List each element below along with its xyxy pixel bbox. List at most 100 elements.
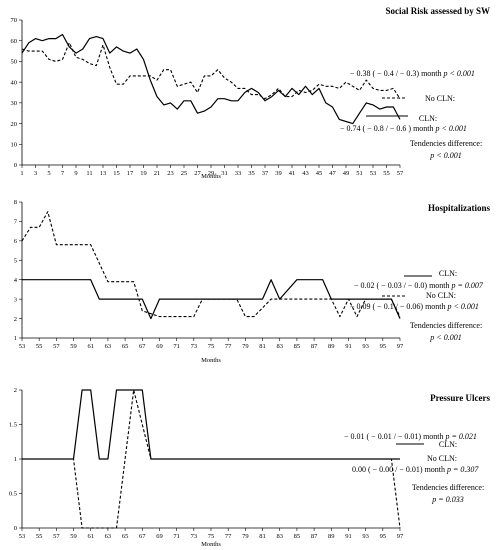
x-tick-label: 43 (302, 170, 309, 177)
x-tick-label: 35 (248, 170, 255, 177)
x-tick-label: 7 (61, 170, 65, 177)
legend-label-no-cln: No CLN: (427, 454, 457, 463)
x-tick-label: 23 (167, 170, 174, 177)
x-tick-label: 17 (127, 170, 134, 177)
y-tick-label: 50 (11, 59, 18, 66)
y-tick-label: 1 (14, 335, 17, 342)
x-tick-label: 55 (383, 170, 390, 177)
x-tick-label: 69 (156, 533, 163, 540)
x-tick-label: 41 (289, 170, 296, 177)
x-tick-label: 93 (362, 343, 369, 350)
x-tick-label: 47 (329, 170, 336, 177)
chart-title: Social Risk assessed by SW (385, 6, 490, 16)
series-line-no-cln (21, 211, 401, 318)
tendencies-label: Tendencies difference: (412, 483, 484, 492)
no-cln-p: p = 0.307 (446, 465, 479, 474)
x-tick-label: 15 (113, 170, 120, 177)
x-tick-label: 57 (53, 533, 60, 540)
no-cln-p: p < 0.001 (447, 302, 479, 311)
x-tick-label: 5 (47, 170, 50, 177)
x-tick-label: 87 (311, 343, 318, 350)
legend-label-no-cln: No CLN: (426, 291, 456, 300)
chart-title: Pressure Ulcers (430, 393, 490, 403)
x-tick-label: 95 (380, 533, 387, 540)
x-tick-label: 59 (70, 533, 77, 540)
y-tick-label: 40 (11, 79, 18, 86)
x-tick-label: 77 (225, 343, 232, 350)
tendencies-label: Tendencies difference: (410, 139, 482, 148)
cln-slope: − 0.74 ( − 0.8 / − 0.6 ) month p < 0.001 (340, 124, 467, 133)
no-cln-slope: − 0.38 ( − 0.4 / − 0.3) month p < 0.001 (350, 69, 475, 78)
x-tick-label: 49 (343, 170, 350, 177)
x-tick-label: 89 (328, 533, 335, 540)
x-tick-label: 19 (140, 170, 147, 177)
x-tick-label: 9 (74, 170, 77, 177)
x-tick-label: 53 (370, 170, 377, 177)
x-tick-label: 29 (208, 170, 215, 177)
series-line-no-cln (21, 42, 401, 100)
x-tick-label: 73 (191, 343, 198, 350)
series-line-cln (22, 279, 401, 320)
x-tick-label: 53 (19, 533, 26, 540)
y-tick-label: 60 (11, 38, 18, 45)
x-tick-label: 57 (53, 343, 60, 350)
y-tick-label: 0 (14, 162, 17, 169)
x-tick-label: 51 (356, 170, 363, 177)
x-tick-label: 67 (139, 533, 146, 540)
x-tick-label: 63 (105, 533, 112, 540)
legend-label-cln: CLN: (439, 440, 457, 449)
x-tick-label: 81 (259, 343, 266, 350)
x-tick-label: 87 (311, 533, 318, 540)
y-tick-label: 8 (14, 199, 17, 206)
x-tick-label: 39 (275, 170, 282, 177)
y-tick-label: 1 (14, 456, 17, 463)
y-tick-label: 0 (14, 525, 17, 532)
x-tick-label: 37 (262, 170, 269, 177)
x-tick-label: 13 (100, 170, 107, 177)
x-tick-label: 69 (156, 343, 163, 350)
x-tick-label: 97 (397, 343, 404, 350)
y-tick-label: 3 (14, 296, 17, 303)
x-tick-label: 85 (294, 343, 301, 350)
cln-p: p = 0.021 (445, 432, 477, 441)
x-tick-label: 55 (36, 343, 43, 350)
tendencies-p: p < 0.001 (429, 333, 461, 342)
x-tick-label: 91 (345, 343, 352, 350)
x-tick-label: 73 (191, 533, 198, 540)
x-tick-label: 65 (122, 343, 129, 350)
series-line-cln (21, 33, 401, 125)
y-tick-label: 10 (11, 141, 18, 148)
x-tick-label: 53 (19, 343, 26, 350)
x-tick-label: 61 (87, 343, 94, 350)
x-axis-label: Months (201, 541, 221, 548)
x-tick-label: 71 (173, 533, 180, 540)
x-tick-label: 57 (397, 170, 404, 177)
x-tick-label: 97 (397, 533, 404, 540)
y-tick-label: 6 (14, 238, 18, 245)
tendencies-p: p = 0.033 (431, 495, 463, 504)
x-tick-label: 83 (276, 343, 283, 350)
x-tick-label: 33 (235, 170, 242, 177)
x-tick-label: 91 (345, 533, 352, 540)
x-tick-label: 63 (105, 343, 112, 350)
x-axis-label: Months (201, 173, 221, 180)
x-tick-label: 21 (154, 170, 161, 177)
x-tick-label: 95 (380, 343, 387, 350)
y-tick-label: 30 (11, 100, 18, 107)
x-tick-label: 67 (139, 343, 146, 350)
x-tick-label: 79 (242, 343, 249, 350)
no-cln-slope: − 0.09 ( − 0.1 / − 0.06) month p < 0.001 (350, 302, 479, 311)
series-line-cln (22, 389, 400, 460)
y-tick-label: 5 (14, 257, 17, 264)
x-tick-label: 45 (316, 170, 323, 177)
x-tick-label: 79 (242, 533, 249, 540)
x-tick-label: 83 (276, 533, 283, 540)
chart-title: Hospitalizations (428, 203, 491, 213)
y-tick-label: 1.5 (9, 422, 17, 429)
x-tick-label: 11 (86, 170, 92, 177)
cln-slope: − 0.02 ( − 0.03 / − 0.0) month p = 0.007 (354, 281, 484, 290)
x-tick-label: 77 (225, 533, 232, 540)
x-tick-label: 3 (34, 170, 37, 177)
